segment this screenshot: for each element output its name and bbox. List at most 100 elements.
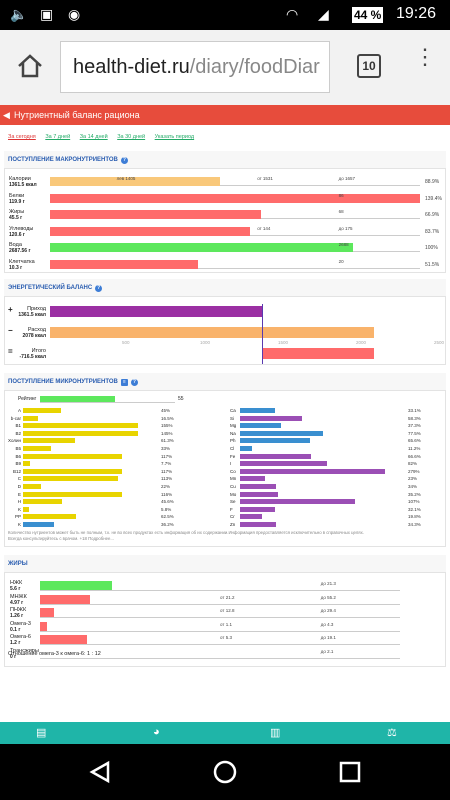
rating-bar (40, 396, 115, 402)
micro-right-percent: 35.2% (408, 491, 421, 497)
micro-left-percent: 45.6% (161, 499, 174, 505)
micro-title: ПОСТУПЛЕНИЕ МИКРОНУТРИЕНТОВ (8, 379, 118, 385)
menu-icon[interactable]: ⋮ (414, 44, 436, 69)
volume-icon: 🔈 (10, 6, 28, 22)
bottom-tab-bar: ▤ ◕ ▥ ⚖ (0, 722, 450, 744)
page-title: Нутриентный баланс рациона (14, 110, 140, 120)
tab-bar-chart-icon[interactable]: ▥ (270, 727, 281, 739)
fats-from: от 1.1 (220, 621, 232, 627)
fats-to: до 29.4 (320, 608, 336, 613)
micro-left-percent: 22% (161, 484, 171, 489)
macro-bar (50, 193, 420, 203)
fats-track (40, 657, 400, 659)
url-host: health-diet.ru (73, 56, 190, 78)
home-nav-icon[interactable] (212, 759, 238, 785)
macro-bar (50, 243, 354, 252)
fats-row-value: 1.26 г (10, 613, 24, 619)
energy-bar (50, 327, 375, 338)
macro-mark: от 144 (257, 225, 271, 231)
energy-tick: 1000 (200, 340, 211, 345)
micro-right-bar (240, 423, 281, 429)
micro-left-percent: 45% (161, 408, 171, 413)
macro-percent: 83.7% (425, 228, 440, 235)
fats-row-value: 1.2 г (10, 640, 21, 646)
rating-label: Рейтинг (18, 396, 37, 402)
energy-header: ЭНЕРГЕТИЧЕСКИЙ БАЛАНС? (4, 279, 446, 297)
micro-right-bar (240, 491, 278, 497)
fats-track (40, 617, 400, 618)
back-arrow-icon[interactable]: ◀ (3, 110, 10, 120)
micro-right-bar (240, 468, 385, 474)
micro-right-percent: 37.3% (408, 423, 421, 429)
period-custom[interactable]: Указать период (154, 134, 195, 140)
micro-left-percent: 145% (161, 430, 173, 436)
fats-bar (40, 621, 48, 631)
energy-tick: 500 (122, 340, 130, 345)
fats-row-value: 0 г (10, 653, 17, 660)
micro-left-label: D (17, 484, 21, 489)
address-bar[interactable]: health-diet.ru/diary/foodDiar (60, 41, 330, 93)
macro-row-value: 2687.56 г (9, 248, 31, 254)
micro-right-label: Mn (230, 476, 237, 482)
rating-track (40, 402, 175, 403)
help-icon[interactable]: ? (130, 379, 138, 386)
micro-right-percent: 77.5% (408, 430, 421, 436)
home-icon[interactable] (16, 52, 44, 80)
fats-bar (40, 635, 87, 644)
period-links: За сегодня За 7 дней За 14 дней За 30 дн… (8, 134, 202, 140)
macro-title: ПОСТУПЛЕНИЕ МАКРОНУТРИЕНТОВ (8, 157, 118, 163)
macro-mark: 68 (338, 209, 344, 214)
micro-left-label: PP (14, 514, 21, 520)
macro-row-label: Клетчатка 10.3 г (9, 258, 35, 271)
tab-switcher-button[interactable]: 10 (357, 54, 381, 78)
fats-header: ЖИРЫ (4, 555, 446, 573)
page-header: ◀ Нутриентный баланс рациона (0, 105, 450, 125)
micro-right-percent: 279% (408, 468, 420, 474)
energy-row-value: 1361.5 ккал (18, 312, 46, 318)
tab-diary-icon[interactable]: ▤ (36, 727, 47, 739)
micro-left-bar (23, 438, 75, 444)
fats-track (40, 630, 400, 632)
micro-left-bar (23, 453, 122, 459)
micro-left-label: E (17, 491, 21, 497)
energy-row-value: -716.5 ккал (19, 354, 46, 360)
recents-icon[interactable] (339, 761, 361, 783)
wifi-icon: ◠ (286, 6, 299, 22)
micro-left-bar (23, 522, 55, 527)
disclaimer-line-2: Всегда консультируйтесь с врачом. +18 По… (8, 536, 114, 541)
fats-row-label: НЖК 5.6 г (10, 580, 23, 592)
energy-row-value: 2078 ккал (22, 333, 46, 339)
micro-left-bar (23, 408, 61, 413)
period-today[interactable]: За сегодня (8, 134, 36, 140)
tab-scales-icon[interactable]: ⚖ (387, 727, 397, 739)
fats-row-label: МНЖК 4.97 г (10, 593, 27, 606)
micro-left-bar (23, 430, 138, 436)
micro-left-bar (23, 446, 51, 451)
period-30[interactable]: За 30 дней (117, 134, 146, 140)
micro-right-percent: 19.8% (408, 514, 421, 520)
fats-row-label: Омега-3 0.1 г (10, 620, 31, 633)
micro-right-label: Co (230, 468, 236, 474)
period-14[interactable]: За 14 дней (79, 134, 108, 140)
micro-right-percent: 107% (408, 499, 420, 505)
back-icon[interactable] (88, 760, 112, 784)
macro-mark: 20 (338, 258, 344, 264)
micro-left-label: Холин (8, 438, 21, 444)
micro-left-percent: 33% (161, 446, 171, 451)
micro-right-percent: 58.3% (408, 415, 421, 421)
energy-bar (262, 348, 375, 359)
help-icon[interactable]: ? (95, 285, 103, 292)
macro-mark: до 175 (338, 225, 353, 231)
period-7[interactable]: За 7 дней (45, 134, 71, 140)
list-icon[interactable]: ≡ (120, 379, 128, 386)
help-icon[interactable]: ? (120, 157, 128, 164)
micro-right-label: I (230, 461, 232, 467)
micro-right-bar (240, 430, 323, 436)
tab-pie-chart-icon[interactable]: ◕ (153, 726, 160, 738)
micro-right-percent: 11.2% (408, 446, 421, 451)
micro-right-bar (240, 476, 265, 482)
macro-mark: до 1657 (338, 176, 355, 181)
micro-left-percent: 113% (161, 476, 173, 482)
micro-left-label: B6 (15, 453, 21, 459)
micro-left-label: A (17, 408, 21, 413)
